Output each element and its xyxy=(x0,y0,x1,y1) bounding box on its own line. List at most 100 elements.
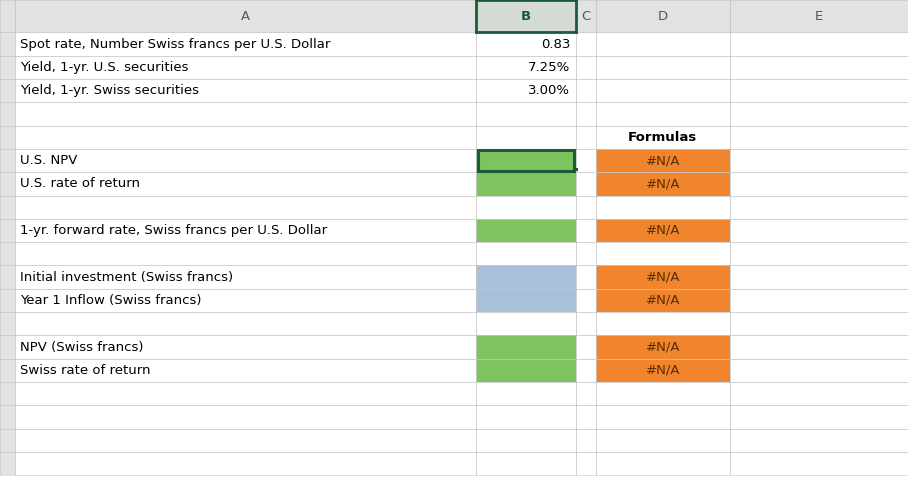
Text: Initial investment (Swiss francs): Initial investment (Swiss francs) xyxy=(20,270,233,283)
Bar xyxy=(0,289,15,312)
Bar xyxy=(476,359,576,382)
Text: Spot rate, Number Swiss francs per U.S. Dollar: Spot rate, Number Swiss francs per U.S. … xyxy=(20,37,331,50)
Bar xyxy=(730,79,908,102)
Bar xyxy=(0,196,15,219)
Bar xyxy=(0,312,15,335)
Bar xyxy=(576,172,596,196)
Text: #N/A: #N/A xyxy=(646,177,680,190)
Bar xyxy=(0,32,15,56)
Bar xyxy=(576,335,596,359)
Bar xyxy=(15,289,476,312)
Bar xyxy=(596,242,730,265)
Bar xyxy=(476,429,576,452)
Bar xyxy=(730,102,908,125)
Bar xyxy=(596,196,730,219)
Bar xyxy=(596,172,730,196)
Bar xyxy=(0,452,15,475)
Bar xyxy=(576,312,596,335)
Bar xyxy=(0,242,15,265)
Bar xyxy=(596,382,730,405)
Bar xyxy=(596,125,730,149)
Text: Year 1 Inflow (Swiss francs): Year 1 Inflow (Swiss francs) xyxy=(20,294,202,307)
Bar xyxy=(730,405,908,429)
Text: D: D xyxy=(657,9,668,23)
Bar xyxy=(576,102,596,125)
Bar xyxy=(576,79,596,102)
Bar xyxy=(15,312,476,335)
Bar xyxy=(0,0,15,32)
Bar xyxy=(0,219,15,242)
Bar xyxy=(730,312,908,335)
Bar xyxy=(730,149,908,172)
Bar xyxy=(476,172,576,196)
Text: Swiss rate of return: Swiss rate of return xyxy=(20,364,151,377)
Bar xyxy=(476,312,576,335)
Bar xyxy=(0,382,15,405)
Bar xyxy=(573,168,578,171)
Bar xyxy=(596,102,730,125)
Bar xyxy=(596,56,730,79)
Bar xyxy=(576,219,596,242)
Bar xyxy=(476,32,576,56)
Bar xyxy=(476,452,576,475)
Bar xyxy=(15,79,476,102)
Bar xyxy=(596,289,730,312)
Text: U.S. NPV: U.S. NPV xyxy=(20,154,77,167)
Bar xyxy=(576,452,596,475)
Bar xyxy=(476,102,576,125)
Bar xyxy=(730,56,908,79)
Bar xyxy=(476,125,576,149)
Bar xyxy=(476,335,576,359)
Bar xyxy=(0,125,15,149)
Bar xyxy=(476,79,576,102)
Text: NPV (Swiss francs): NPV (Swiss francs) xyxy=(20,341,143,354)
Bar xyxy=(0,56,15,79)
Text: Yield, 1-yr. U.S. securities: Yield, 1-yr. U.S. securities xyxy=(20,61,189,74)
Bar xyxy=(0,359,15,382)
Bar xyxy=(15,265,476,289)
Text: E: E xyxy=(814,9,824,23)
Bar xyxy=(15,219,476,242)
Bar xyxy=(596,359,730,382)
Bar xyxy=(730,196,908,219)
Bar xyxy=(730,429,908,452)
Bar xyxy=(596,79,730,102)
Bar xyxy=(596,312,730,335)
Bar xyxy=(576,125,596,149)
Bar xyxy=(0,405,15,429)
Bar xyxy=(0,102,15,125)
Bar xyxy=(15,172,476,196)
Bar xyxy=(730,452,908,475)
Bar xyxy=(15,32,476,56)
Bar xyxy=(476,289,576,312)
Bar xyxy=(596,452,730,475)
Bar xyxy=(576,196,596,219)
Bar xyxy=(15,382,476,405)
Bar xyxy=(476,265,576,289)
Bar xyxy=(576,405,596,429)
Text: C: C xyxy=(581,9,590,23)
Bar xyxy=(15,429,476,452)
Text: 3.00%: 3.00% xyxy=(528,84,570,97)
Bar xyxy=(730,172,908,196)
Bar xyxy=(596,335,730,359)
Bar xyxy=(730,289,908,312)
Bar xyxy=(596,429,730,452)
Bar xyxy=(596,405,730,429)
Bar xyxy=(15,125,476,149)
Bar xyxy=(730,0,908,32)
Bar xyxy=(0,429,15,452)
Bar xyxy=(476,382,576,405)
Bar xyxy=(15,149,476,172)
Bar xyxy=(476,56,576,79)
Bar xyxy=(15,335,476,359)
Bar xyxy=(730,335,908,359)
Bar xyxy=(15,359,476,382)
Bar xyxy=(596,0,730,32)
Bar xyxy=(576,359,596,382)
Bar xyxy=(596,32,730,56)
Bar xyxy=(476,219,576,242)
Bar xyxy=(478,150,574,171)
Text: #N/A: #N/A xyxy=(646,364,680,377)
Text: #N/A: #N/A xyxy=(646,224,680,237)
